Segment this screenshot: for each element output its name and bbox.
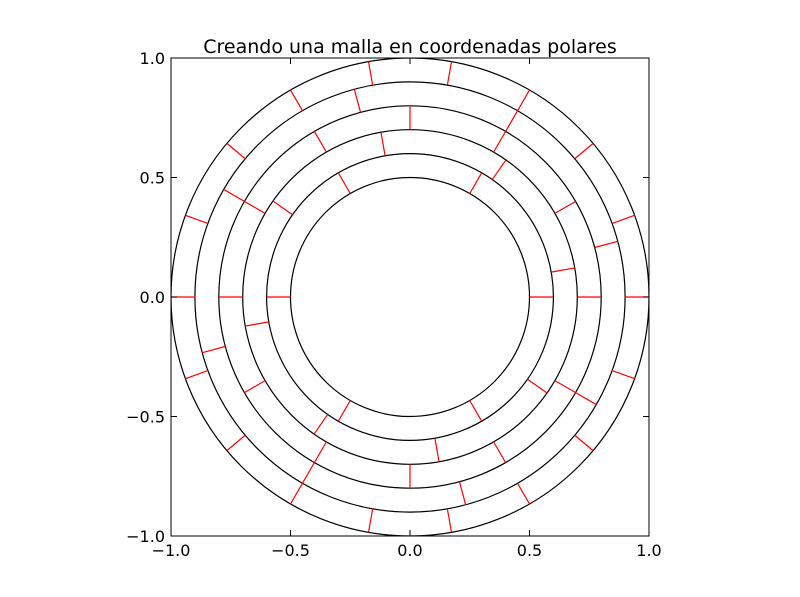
spoke-ring2-7 (244, 380, 266, 394)
plot-area (171, 58, 649, 536)
tick-labels-layer: −1.0 −0.5 0.0 0.5 1.0 −1.0 −0.5 0.0 0.5 1.0 (126, 49, 662, 560)
spoke-ring1-6 (434, 438, 440, 462)
x-tick-label-2: 0.0 (397, 541, 422, 560)
spoke-ring2-2 (493, 131, 507, 153)
spoke-ring3-2 (353, 89, 362, 113)
spoke-ring1-2 (380, 132, 386, 156)
spoke-ring3-4 (202, 345, 226, 354)
spoke-ring4-1 (611, 214, 635, 224)
y-tick-label-4: 1.0 (140, 49, 165, 68)
spoke-ring1-7 (527, 378, 548, 394)
spoke-ring4-6 (289, 89, 303, 112)
spokes-layer (171, 61, 649, 533)
spoke-ring2-5 (244, 200, 266, 214)
spoke-ring4-14 (446, 508, 453, 533)
x-tick-label-0: −1.0 (152, 541, 191, 560)
chart-title: Creando una malla en coordenadas polares (203, 36, 617, 58)
spoke-ring1-5 (313, 414, 329, 435)
spoke-ring4-8 (185, 214, 209, 224)
spoke-ring4-7 (226, 142, 246, 160)
spoke-ring4-11 (226, 434, 246, 452)
spoke-ring0-2 (337, 172, 351, 194)
spoke-ring1-4 (245, 321, 269, 327)
axes-frame (170, 57, 650, 537)
spoke-ring0-4 (337, 400, 351, 422)
spoke-ring3-7 (575, 392, 597, 406)
spoke-ring2-10 (493, 441, 507, 463)
spoke-ring4-10 (185, 370, 209, 380)
spoke-ring4-5 (367, 61, 374, 86)
spoke-ring4-17 (611, 370, 635, 380)
spoke-ring4-15 (517, 482, 531, 505)
x-tick-label-4: 1.0 (636, 541, 661, 560)
spoke-ring3-5 (301, 462, 315, 484)
spoke-ring2-8 (313, 441, 327, 463)
spoke-ring4-3 (517, 89, 531, 112)
spoke-ring3-6 (458, 481, 467, 505)
y-tick-label-0: −1.0 (126, 527, 165, 546)
spoke-ring2-1 (554, 200, 576, 214)
spoke-ring1-0 (551, 267, 575, 273)
spoke-ring1-3 (272, 200, 293, 216)
spoke-ring4-2 (574, 142, 594, 160)
spoke-ring2-11 (554, 380, 576, 394)
spoke-ring3-3 (223, 188, 245, 202)
spoke-ring1-1 (491, 159, 507, 180)
spoke-ring0-5 (469, 400, 483, 422)
spoke-ring4-12 (289, 482, 303, 505)
y-tick-label-3: 0.5 (140, 169, 165, 188)
spoke-ring3-1 (505, 110, 519, 132)
spoke-ring3-0 (594, 240, 618, 249)
spoke-ring4-4 (446, 61, 453, 86)
spoke-ring2-4 (313, 131, 327, 153)
x-tick-label-1: −0.5 (271, 541, 310, 560)
spoke-ring4-13 (367, 508, 374, 533)
y-tick-label-2: 0.0 (140, 288, 165, 307)
spoke-ring0-1 (469, 172, 483, 194)
y-tick-label-1: −0.5 (126, 408, 165, 427)
spoke-ring4-16 (574, 434, 594, 452)
x-tick-label-3: 0.5 (517, 541, 542, 560)
